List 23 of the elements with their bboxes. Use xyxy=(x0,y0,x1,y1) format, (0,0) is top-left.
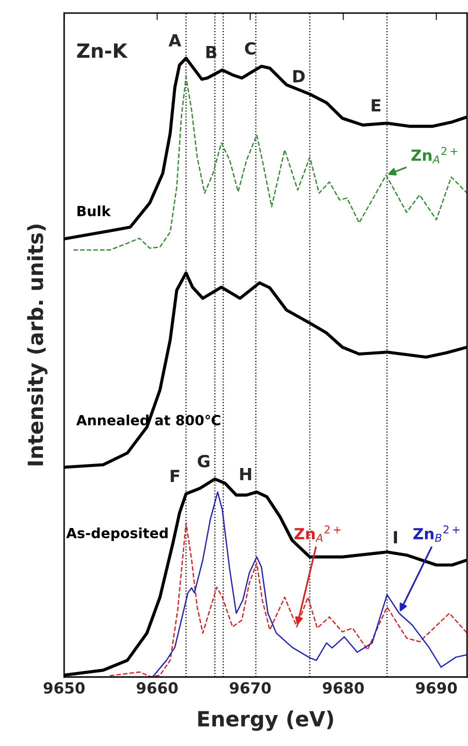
text: Zn$_{A}$$^{2+}$ xyxy=(294,525,340,542)
annotation: D xyxy=(293,70,305,82)
x-tick-label: 9690 xyxy=(416,682,457,694)
x-tick-label: 9650 xyxy=(44,682,85,694)
annotation: H xyxy=(240,468,252,480)
x-axis-title: Energy (eV) xyxy=(198,710,334,731)
annotation: E xyxy=(372,99,380,112)
y-axis-title: Intensity (arb. units) xyxy=(27,224,48,466)
x-tick-label: 9670 xyxy=(230,682,271,694)
text: Zn$_{B}$$^{2+}$ xyxy=(413,525,460,542)
text: Zn-K xyxy=(77,44,128,58)
x-tick-label: 9680 xyxy=(322,682,364,694)
x-tick-label: 9660 xyxy=(136,682,178,694)
annotation: F xyxy=(170,470,180,482)
annotation: I xyxy=(394,531,398,544)
annotation: B xyxy=(206,46,216,58)
series-label: Annealed at 800℃ xyxy=(76,414,220,426)
series-label: As-deposited xyxy=(66,528,168,541)
series-label: Zn$_{A}$$^{2+}$ xyxy=(411,146,458,164)
annotation: G xyxy=(198,454,210,468)
annotation: A xyxy=(168,34,182,46)
series-label: Bulk xyxy=(77,206,111,216)
annotation: C xyxy=(245,42,256,55)
